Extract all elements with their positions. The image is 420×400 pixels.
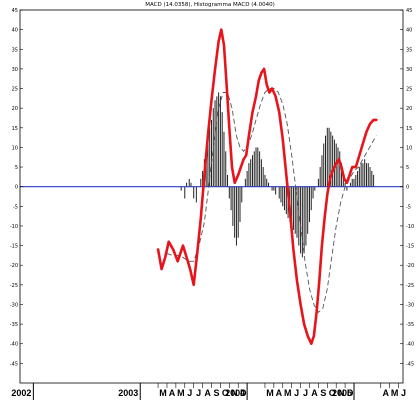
y-tick-label: 35 <box>406 47 412 53</box>
y-tick-label: 45 <box>12 8 18 14</box>
y-tick-label: 10 <box>406 145 412 151</box>
x-tick-label: M <box>159 388 167 398</box>
x-tick-label: J <box>187 388 192 398</box>
x-tick-label: S <box>320 388 326 398</box>
histogram-bars <box>180 92 375 258</box>
y-tick-label: -40 <box>10 342 18 348</box>
y-tick-label: 0 <box>15 185 18 191</box>
x-tick-label: N <box>338 388 345 398</box>
y-axis-left: -45 -40 -35 -30 -25 -20 -15 -10 -5 0 5 10 15 20 25 30 35… <box>10 8 23 367</box>
y-tick-label: 20 <box>406 106 412 112</box>
y-tick-label: 15 <box>406 126 412 132</box>
y-tick-label: -35 <box>406 322 414 328</box>
x-tick-label: 2005 <box>332 388 352 398</box>
y-tick-label: -10 <box>10 224 18 230</box>
y-tick-label: -35 <box>10 322 18 328</box>
y-tick-label: 15 <box>12 126 18 132</box>
y-tick-label: -20 <box>406 263 414 269</box>
signal-line <box>166 88 377 314</box>
y-tick-label: -25 <box>406 283 414 289</box>
x-tick-label: D <box>240 388 247 398</box>
y-tick-label: -45 <box>406 361 414 367</box>
y-tick-label: 5 <box>15 165 18 171</box>
x-tick-label: O <box>222 388 229 398</box>
x-tick-label: A <box>169 388 176 398</box>
y-tick-label: 40 <box>406 28 412 34</box>
y-tick-label: -10 <box>406 224 414 230</box>
y-tick-label: -15 <box>406 244 414 250</box>
y-tick-label: 25 <box>406 87 412 93</box>
y-tick-label: -40 <box>406 342 414 348</box>
y-tick-label: -30 <box>10 302 18 308</box>
x-tick-label: M <box>284 388 292 398</box>
x-tick-label: D <box>347 388 354 398</box>
y-tick-label: -5 <box>13 204 18 210</box>
plot-frame <box>19 9 404 384</box>
y-tick-label: 35 <box>12 47 18 53</box>
x-tick-label: O <box>329 388 336 398</box>
x-tick-label: 2003 <box>118 388 138 398</box>
x-tick-label: M <box>177 388 185 398</box>
y-tick-label: -5 <box>406 204 411 210</box>
x-tick-label: A <box>204 388 211 398</box>
chart-title: MACD (14.0358), Histogramma MACD (4.0040… <box>145 2 275 8</box>
y-tick-label: -20 <box>10 263 18 269</box>
x-tick-label: N <box>231 388 238 398</box>
x-tick-label: J <box>401 388 406 398</box>
y-tick-label: 30 <box>406 67 412 73</box>
x-tick-label: 2004 <box>225 388 245 398</box>
macd-line <box>156 28 378 345</box>
y-tick-label: 30 <box>12 67 18 73</box>
y-tick-label: 40 <box>12 28 18 34</box>
x-tick-label: A <box>311 388 318 398</box>
y-tick-label: -45 <box>10 361 18 367</box>
y-tick-label: 20 <box>12 106 18 112</box>
y-tick-label: 0 <box>406 185 409 191</box>
x-tick-label: M <box>391 388 399 398</box>
y-tick-label: 10 <box>12 145 18 151</box>
x-tick-label: J <box>196 388 201 398</box>
y-tick-label: 5 <box>406 165 409 171</box>
x-tick-label: J <box>294 388 299 398</box>
y-axis-right: -45 -40 -35 -30 -25 -20 -15 -10 -5 0 5 10 15 20 25 30 35… <box>400 8 414 367</box>
x-tick-label: S <box>213 388 219 398</box>
y-tick-label: 25 <box>12 87 18 93</box>
x-tick-label: 2002 <box>11 388 31 398</box>
y-tick-label: -30 <box>406 302 414 308</box>
x-tick-label: A <box>276 388 283 398</box>
y-tick-label: -25 <box>10 283 18 289</box>
x-tick-label: M <box>266 388 274 398</box>
x-tick-label: J <box>303 388 308 398</box>
y-tick-label: -15 <box>10 244 18 250</box>
x-tick-label: A <box>382 388 389 398</box>
y-tick-label: 45 <box>406 8 412 14</box>
